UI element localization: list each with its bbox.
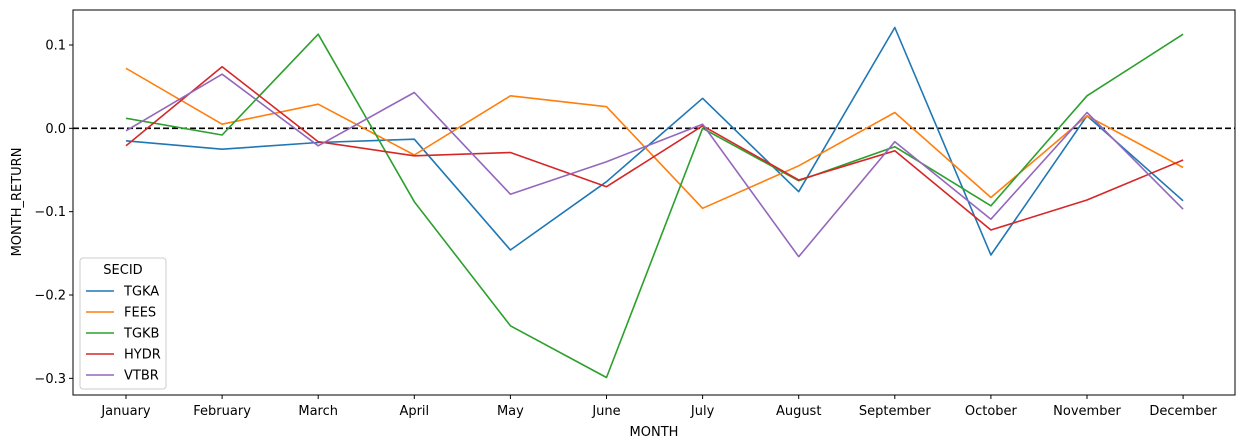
y-tick-label: −0.1 — [34, 205, 66, 220]
x-tick-label: March — [298, 404, 338, 419]
y-tick-label: 0.1 — [45, 39, 66, 54]
x-tick-label: July — [690, 404, 715, 419]
y-axis-title: MONTH_RETURN — [10, 148, 25, 257]
x-tick-label: June — [591, 404, 620, 419]
series-line-tgkb — [125, 33, 1184, 379]
legend-label-vtbr: VTBR — [124, 369, 159, 384]
y-tick-label: 0.0 — [45, 122, 66, 137]
x-tick-label: April — [399, 404, 429, 419]
x-tick-label: August — [776, 404, 822, 419]
y-axis-ticks: 0.1 0.0 −0.1 −0.2 −0.3 — [34, 39, 73, 387]
series-line-vtbr — [125, 73, 1184, 258]
legend: SECID TGKA FEES TGKB HYDR VTBR — [79, 257, 167, 390]
legend-label-hydr: HYDR — [124, 348, 161, 363]
x-axis-ticks: January February March April May June July Augu… — [100, 395, 1217, 419]
x-tick-label: February — [193, 404, 251, 419]
x-tick-label: December — [1149, 404, 1217, 419]
x-tick-label: May — [497, 404, 524, 419]
x-axis-title: MONTH — [630, 425, 679, 440]
legend-label-tgkb: TGKB — [123, 327, 159, 342]
x-tick-label: January — [100, 404, 151, 419]
legend-title: SECID — [103, 263, 142, 278]
series-line-fees — [125, 67, 1184, 210]
legend-label-tgka: TGKA — [123, 285, 159, 300]
plot-area — [73, 10, 1235, 395]
x-tick-label: October — [965, 404, 1018, 419]
series-line-hydr — [125, 65, 1184, 231]
series-line-tgka — [125, 26, 1184, 256]
y-tick-label: −0.2 — [34, 289, 66, 304]
x-tick-label: September — [859, 404, 932, 419]
series-layer — [125, 26, 1184, 379]
y-tick-label: −0.3 — [34, 372, 66, 387]
plot-frame — [72, 9, 1236, 396]
x-tick-label: November — [1053, 404, 1121, 419]
legend-label-fees: FEES — [124, 306, 156, 321]
